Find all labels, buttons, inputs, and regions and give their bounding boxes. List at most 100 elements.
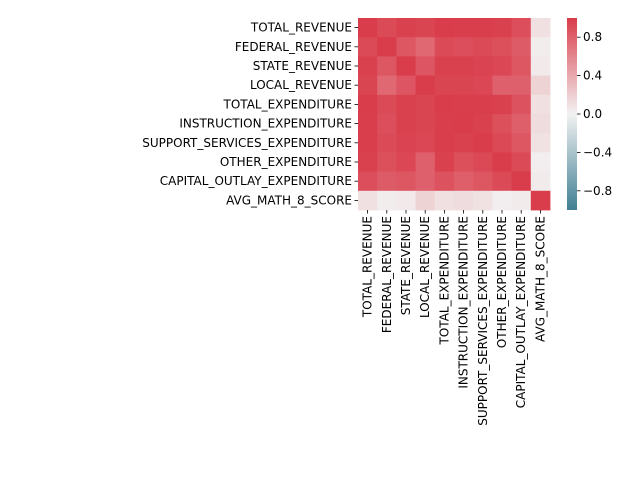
colorbar-tick-label: 0.8 [583,30,602,44]
heatmap-cell [492,133,512,153]
heatmap-cell [473,75,493,96]
heatmap-cell [434,56,455,76]
heatmap-cell [396,152,416,172]
heatmap-cell [396,94,416,115]
heatmap-cell [454,37,474,57]
heatmap-cell [473,94,493,115]
x-tick-label: STATE_REVENUE [399,216,413,315]
x-tick-label: AVG_MATH_8_SCORE [533,216,547,342]
y-tick-label: SUPPORT_SERVICES_EXPENDITURE [142,136,352,150]
heatmap-cell [377,171,397,192]
x-axis-tick-labels: TOTAL_REVENUE FEDERAL_REVENUE STATE_REVENU… [361,210,547,426]
y-tick-label: OTHER_EXPENDITURE [220,155,352,169]
x-tick-label: SUPPORT_SERVICES_EXPENDITURE [476,216,490,426]
heatmap-cell [415,18,436,38]
heatmap-cell [358,94,378,115]
heatmap-cell [492,56,512,76]
heatmap-cell [377,190,397,211]
heatmap-cell [434,75,455,96]
heatmap-cell [530,171,551,192]
heatmap-cell [377,37,397,57]
heatmap-cell [358,171,378,192]
heatmap-cell [377,152,397,172]
colorbar-tick-label: 0.0 [583,107,602,121]
heatmap-cell [415,75,436,96]
x-tick-label: FEDERAL_REVENUE [380,216,394,333]
heatmap-cell [377,114,397,134]
x-tick-label: LOCAL_REVENUE [418,216,432,318]
heatmap-cell [434,152,455,172]
heatmap-cell [396,114,416,134]
heatmap-cell [454,133,474,153]
heatmap-cell [454,171,474,192]
heatmap-cell [358,114,378,134]
heatmap-cell [511,75,532,96]
heatmap-cell [415,94,436,115]
y-tick-label: CAPITAL_OUTLAY_EXPENDITURE [160,174,352,188]
heatmap-cell [434,37,455,57]
heatmap-cell [396,171,416,192]
heatmap-cell [511,171,532,192]
heatmap-cell [473,171,493,192]
heatmap-cell [415,56,436,76]
heatmap-cell [396,56,416,76]
heatmap-cell [492,94,512,115]
heatmap-cell [377,75,397,96]
heatmap-cell [511,114,532,134]
heatmap-cell [377,56,397,76]
y-tick-label: FEDERAL_REVENUE [235,40,352,54]
heatmap-cell [473,133,493,153]
heatmap-cell [358,133,378,153]
heatmap-cell [434,171,455,192]
heatmap-cell [511,56,532,76]
y-axis-tick-labels: TOTAL_REVENUE FEDERAL_REVENUE STATE_REVENU… [142,21,358,207]
heatmap-cell [454,152,474,172]
x-tick-label: TOTAL_EXPENDITURE [437,216,451,345]
heatmap-cell [434,190,455,211]
heatmap-cells [358,18,551,211]
heatmap-cell [377,18,397,38]
heatmap-cell [377,133,397,153]
heatmap-cell [473,190,493,211]
y-tick-label: TOTAL_REVENUE [250,21,352,35]
heatmap-cell [454,190,474,211]
heatmap-cell [492,171,512,192]
heatmap-cell [473,18,493,38]
heatmap-cell [511,94,532,115]
heatmap-cell [511,37,532,57]
heatmap-cell [434,94,455,115]
heatmap-cell [358,190,378,211]
heatmap-cell [530,133,551,153]
x-tick-label: OTHER_EXPENDITURE [495,216,509,348]
heatmap-cell [473,152,493,172]
heatmap-cell [415,152,436,172]
y-tick-label: AVG_MATH_8_SCORE [226,193,352,207]
heatmap-cell [454,75,474,96]
heatmap-cell [492,190,512,211]
heatmap-cell [358,37,378,57]
heatmap-cell [530,37,551,57]
y-tick-label: TOTAL_EXPENDITURE [223,97,352,111]
heatmap-cell [530,114,551,134]
colorbar: −0.8 −0.4 0.0 0.4 0.8 [567,18,612,210]
heatmap-cell [511,18,532,38]
heatmap-cell [492,152,512,172]
heatmap-cell [530,94,551,115]
heatmap-cell [530,152,551,172]
heatmap-cell [415,37,436,57]
heatmap-cell [473,114,493,134]
heatmap-cell [377,94,397,115]
heatmap-cell [530,190,551,211]
heatmap-cell [492,37,512,57]
heatmap-cell [530,18,551,38]
heatmap-cell [396,18,416,38]
y-tick-label: INSTRUCTION_EXPENDITURE [179,117,352,131]
heatmap-cell [415,190,436,211]
heatmap-cell [454,18,474,38]
colorbar-tick-label: −0.4 [583,145,612,159]
heatmap-cell [358,75,378,96]
heatmap-cell [511,152,532,172]
colorbar-tick-label: 0.4 [583,69,602,83]
heatmap-cell [415,133,436,153]
